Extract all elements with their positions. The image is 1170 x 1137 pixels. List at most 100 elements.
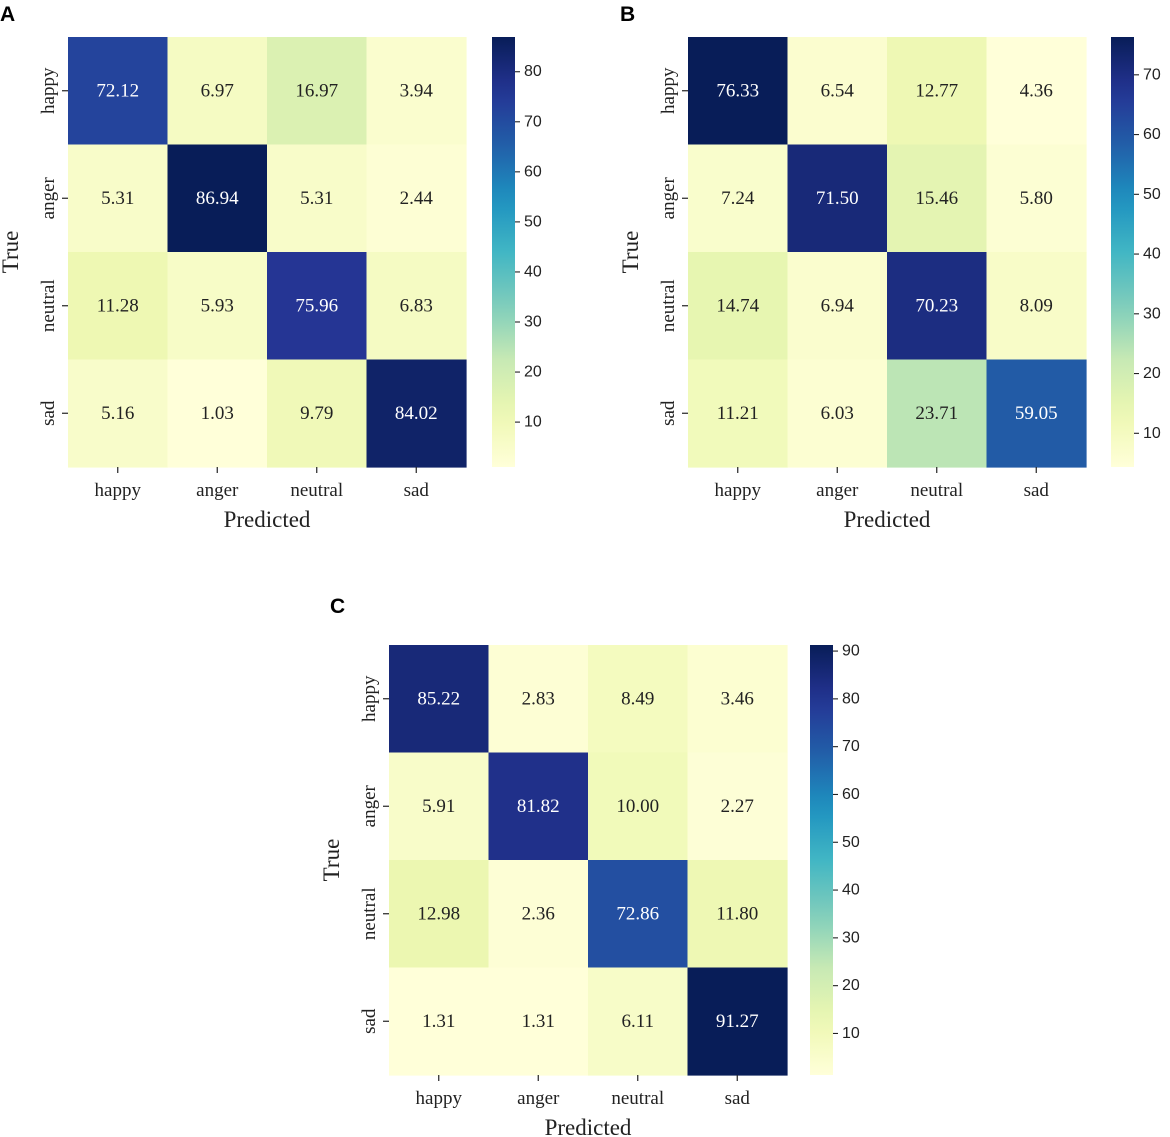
colorbar-tick-label: 80 xyxy=(842,690,860,707)
colorbar-tick-label: 20 xyxy=(842,977,860,994)
heatmap-cell xyxy=(687,860,788,969)
y-tick-label: happy xyxy=(38,67,59,114)
panel-label: C xyxy=(330,595,345,618)
cell-value-label: 7.24 xyxy=(721,188,755,209)
panel-label: B xyxy=(620,3,635,26)
heatmap-panel-a: A 72.12 6.97 16.97 3.94 5.31 86.94 5.31 2.44 11.2… xyxy=(0,3,542,532)
panel-label: A xyxy=(0,3,15,26)
cell-value-label: 14.74 xyxy=(716,295,759,316)
cell-value-label: 1.03 xyxy=(201,403,234,424)
cell-value-label: 5.80 xyxy=(1020,188,1053,209)
x-tick-label: anger xyxy=(196,480,239,501)
colorbar xyxy=(492,37,515,467)
heatmap-cell xyxy=(267,37,368,146)
heatmap-cell xyxy=(887,252,988,361)
cell-value-label: 75.96 xyxy=(295,295,338,316)
colorbar-tick-label: 30 xyxy=(524,313,542,330)
heatmap-cell xyxy=(366,37,467,146)
x-tick-label: happy xyxy=(715,480,762,501)
cell-value-label: 9.79 xyxy=(300,403,333,424)
y-tick-label: sad xyxy=(359,1008,380,1034)
heatmap-cell xyxy=(68,359,169,468)
heatmap-cell xyxy=(687,752,788,861)
heatmap-cell xyxy=(389,860,490,969)
x-tick-label: sad xyxy=(404,480,430,501)
cell-value-label: 6.94 xyxy=(821,295,855,316)
cell-value-label: 2.44 xyxy=(400,188,434,209)
heatmap-cell xyxy=(167,359,268,468)
cell-value-label: 16.97 xyxy=(295,80,338,101)
colorbar-tick-label: 60 xyxy=(842,786,860,803)
heatmap-cell xyxy=(687,967,788,1076)
cell-value-label: 1.31 xyxy=(522,1011,555,1032)
y-tick-label: sad xyxy=(658,400,679,426)
heatmap-panel-b: B 76.33 6.54 12.77 4.36 7.24 71.50 15.46 5.80 14.… xyxy=(618,3,1161,532)
cell-value-label: 86.94 xyxy=(196,188,239,209)
heatmap-cell xyxy=(389,752,490,861)
colorbar-tick-label: 40 xyxy=(524,263,542,280)
y-tick-label: happy xyxy=(658,67,679,114)
x-tick-label: neutral xyxy=(611,1088,664,1109)
cell-value-label: 2.83 xyxy=(522,688,555,709)
heatmap-cell xyxy=(688,144,789,253)
heatmap-cell xyxy=(488,967,589,1076)
heatmap-cell xyxy=(887,144,988,253)
cell-value-label: 23.71 xyxy=(915,403,958,424)
x-tick-label: sad xyxy=(1024,480,1050,501)
heatmap-panel-c: C 85.22 2.83 8.49 3.46 5.91 81.82 10.00 2.27 12.9… xyxy=(319,595,860,1137)
y-tick-label: neutral xyxy=(658,279,679,332)
cell-value-label: 91.27 xyxy=(716,1011,759,1032)
cell-value-label: 4.36 xyxy=(1020,80,1053,101)
cell-value-label: 72.12 xyxy=(96,80,139,101)
heatmap-cell xyxy=(267,359,368,468)
colorbar-tick-label: 50 xyxy=(1143,186,1161,203)
y-tick-label: neutral xyxy=(359,887,380,940)
heatmap-cell xyxy=(588,752,689,861)
colorbar-tick-label: 60 xyxy=(1143,126,1161,143)
heatmap-cell xyxy=(887,359,988,468)
colorbar-tick-label: 40 xyxy=(842,882,860,899)
cell-value-label: 5.31 xyxy=(101,188,134,209)
cell-value-label: 11.28 xyxy=(97,295,139,316)
y-tick-label: anger xyxy=(38,176,59,219)
cell-value-label: 6.03 xyxy=(821,403,854,424)
cell-value-label: 72.86 xyxy=(616,903,659,924)
heatmap-cell xyxy=(267,144,368,253)
heatmap-cell xyxy=(588,860,689,969)
heatmap-cell xyxy=(688,252,789,361)
heatmap-cell xyxy=(267,252,368,361)
colorbar-tick-label: 40 xyxy=(1143,246,1161,263)
cell-value-label: 2.27 xyxy=(721,796,754,817)
cell-value-label: 59.05 xyxy=(1015,403,1058,424)
heatmap-cell xyxy=(688,359,789,468)
heatmap-cell xyxy=(986,37,1087,146)
colorbar-tick-label: 30 xyxy=(1143,305,1161,322)
cell-value-label: 6.97 xyxy=(201,80,234,101)
heatmap-cell xyxy=(986,252,1087,361)
cell-value-label: 2.36 xyxy=(522,903,555,924)
cell-value-label: 3.94 xyxy=(400,80,434,101)
x-tick-label: anger xyxy=(517,1088,560,1109)
cell-value-label: 84.02 xyxy=(395,403,438,424)
x-tick-label: happy xyxy=(416,1088,463,1109)
x-axis-title: Predicted xyxy=(844,507,931,532)
heatmap-cell xyxy=(986,144,1087,253)
cell-value-label: 6.54 xyxy=(821,80,855,101)
heatmap-cell xyxy=(167,37,268,146)
colorbar-tick-label: 10 xyxy=(842,1025,860,1042)
colorbar-tick-label: 90 xyxy=(842,643,860,660)
cell-value-label: 5.91 xyxy=(422,796,455,817)
colorbar xyxy=(1111,37,1134,467)
colorbar-tick-label: 30 xyxy=(842,929,860,946)
heatmap-cell xyxy=(488,860,589,969)
cell-value-label: 8.49 xyxy=(621,688,654,709)
cell-value-label: 3.46 xyxy=(721,688,754,709)
cell-value-label: 6.11 xyxy=(621,1011,654,1032)
colorbar-tick-label: 10 xyxy=(1143,425,1161,442)
y-tick-label: anger xyxy=(359,784,380,827)
x-tick-label: neutral xyxy=(290,480,343,501)
cell-value-label: 12.98 xyxy=(417,903,460,924)
cell-value-label: 5.93 xyxy=(201,295,234,316)
cell-value-label: 1.31 xyxy=(422,1011,455,1032)
